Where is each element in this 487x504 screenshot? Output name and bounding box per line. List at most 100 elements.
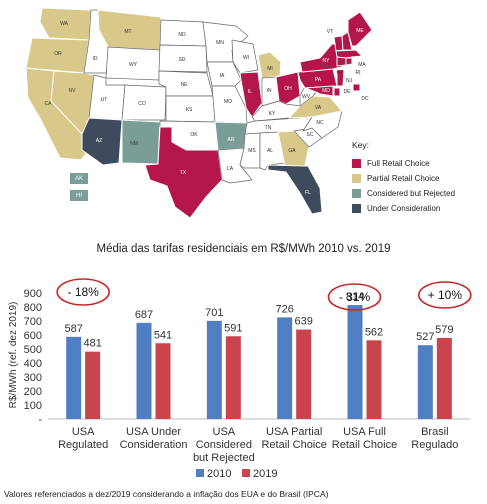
state-mi xyxy=(257,51,282,79)
percentage-annotations: - 18% - 31% + 10% xyxy=(56,278,472,311)
state-label-ut: UT xyxy=(101,97,108,103)
x-tick-label: USA Under xyxy=(126,426,181,438)
bar-2019 xyxy=(436,337,452,419)
bar-2019 xyxy=(225,336,241,419)
state-co xyxy=(121,84,167,121)
x-tick-label: Regulated xyxy=(58,439,108,451)
y-tick-label: 700 xyxy=(24,316,42,328)
x-tick-label: Brasil xyxy=(421,426,449,438)
y-tick-label: 800 xyxy=(24,302,42,314)
x-tick-label: USA xyxy=(72,426,95,438)
state-label-ia: IA xyxy=(220,73,225,79)
bar-value-label: 687 xyxy=(135,309,153,321)
us-retail-choice-map: WA OR CA NV ID MT WY UT AZ CO NM ND SD N… xyxy=(0,0,487,238)
state-label-va: VA xyxy=(315,105,322,111)
legend-swatch-2010 xyxy=(196,469,204,477)
y-tick-label: 600 xyxy=(24,330,42,342)
percent-change-annotation: + 10% xyxy=(418,281,472,309)
state-sd xyxy=(158,44,208,73)
bar-2019 xyxy=(155,343,171,419)
state-label-md: MD xyxy=(322,88,330,94)
key-swatch-considered-rejected xyxy=(352,189,361,198)
bar-2010 xyxy=(277,317,293,419)
x-tick-label: Retail Choice xyxy=(261,439,326,451)
bar-2010 xyxy=(136,322,152,419)
bar-value-label: 701 xyxy=(205,307,223,319)
x-tick-label: but Rejected xyxy=(193,452,255,464)
state-label-fl: FL xyxy=(305,190,311,196)
state-label-ne: NE xyxy=(181,82,189,88)
bar-chart: R$/MWh (ref. dez 2019) - 100 200 300 400 500 6… xyxy=(8,278,472,480)
state-wi xyxy=(231,39,259,74)
bar-value-label: 587 xyxy=(64,323,82,335)
key-swatch-partial-retail xyxy=(352,174,361,183)
state-label-oh: OH xyxy=(284,86,292,92)
state-label-ok: OK xyxy=(190,132,198,138)
bar-value-label: 579 xyxy=(435,324,453,336)
key-label-considered-rejected: Considered but Rejected xyxy=(367,189,456,198)
key-label-partial-retail: Partial Retail Choice xyxy=(367,174,440,183)
state-label-tx: TX xyxy=(180,170,187,176)
bar-value-label: 591 xyxy=(224,322,242,334)
bar-2010 xyxy=(347,305,363,419)
state-ct xyxy=(336,56,347,67)
key-label-full-retail: Full Retail Choice xyxy=(367,159,430,168)
y-tick-label: 100 xyxy=(24,400,42,412)
state-label-mi: MI xyxy=(267,66,273,72)
state-label-nm: NM xyxy=(130,141,138,147)
state-label-mt: MT xyxy=(124,29,131,35)
x-tick-label: Retail Choice xyxy=(332,439,397,451)
state-ma xyxy=(335,49,363,59)
x-tick-label: USA xyxy=(213,426,236,438)
y-axis-label: R$/MWh (ref. dez 2019) xyxy=(8,302,19,409)
state-hi-box: HI xyxy=(70,190,88,201)
us-map-svg: WA OR CA NV ID MT WY UT AZ CO NM ND SD N… xyxy=(25,7,373,219)
state-label-wv: WV xyxy=(302,94,311,100)
state-fl xyxy=(267,164,323,215)
state-ga xyxy=(277,130,310,167)
state-md xyxy=(304,85,334,97)
state-nm xyxy=(121,119,161,165)
bar-2019 xyxy=(366,340,382,419)
state-me xyxy=(347,11,373,47)
state-label-il: IL xyxy=(248,89,252,95)
annotation-label: + 10% xyxy=(428,288,463,302)
y-tick-label: 900 xyxy=(24,288,42,300)
state-label-nd: ND xyxy=(178,32,186,38)
map-key-item: Partial Retail Choice xyxy=(352,171,482,186)
state-ia xyxy=(206,61,242,87)
y-tick-label: 500 xyxy=(24,344,42,356)
annotation-ellipse xyxy=(56,278,110,306)
state-label-wa: WA xyxy=(60,21,69,27)
annotation-ellipse xyxy=(418,281,472,309)
bar-value-label: 541 xyxy=(154,329,172,341)
state-label-az: AZ xyxy=(96,138,102,144)
y-axis-label-group: R$/MWh (ref. dez 2019) xyxy=(8,302,19,409)
state-label-nv: NV xyxy=(69,88,77,94)
x-tick-label: Considered xyxy=(196,439,252,451)
state-label-ri: RI xyxy=(356,70,361,76)
state-ri xyxy=(345,57,353,66)
map-key-item: Under Consideration xyxy=(352,201,482,216)
state-tx xyxy=(144,126,223,219)
state-label-nj: NJ xyxy=(346,78,353,84)
y-tick-label: - xyxy=(38,414,42,426)
x-tick-label: USA Full xyxy=(343,426,386,438)
legend-label: 2010 xyxy=(207,468,231,480)
x-tick-label: Consideration xyxy=(120,439,188,451)
state-label-pa: PA xyxy=(315,77,322,83)
state-oh xyxy=(275,71,301,105)
state-label-mo: MO xyxy=(224,99,232,105)
annotation-ellipse xyxy=(327,283,382,311)
bar-2010 xyxy=(206,320,222,419)
bar-value-label: 562 xyxy=(365,326,383,338)
bar-value-label: 481 xyxy=(83,338,101,350)
state-label-co: CO xyxy=(138,101,146,107)
map-key-title: Key: xyxy=(352,140,370,150)
map-key: Key: Full Retail Choice Partial Retail C… xyxy=(352,140,482,216)
state-label-ky: KY xyxy=(269,111,276,117)
legend-swatch-2019 xyxy=(242,469,250,477)
state-mo xyxy=(211,85,248,124)
percent-change-annotation: - 18% xyxy=(56,278,110,306)
